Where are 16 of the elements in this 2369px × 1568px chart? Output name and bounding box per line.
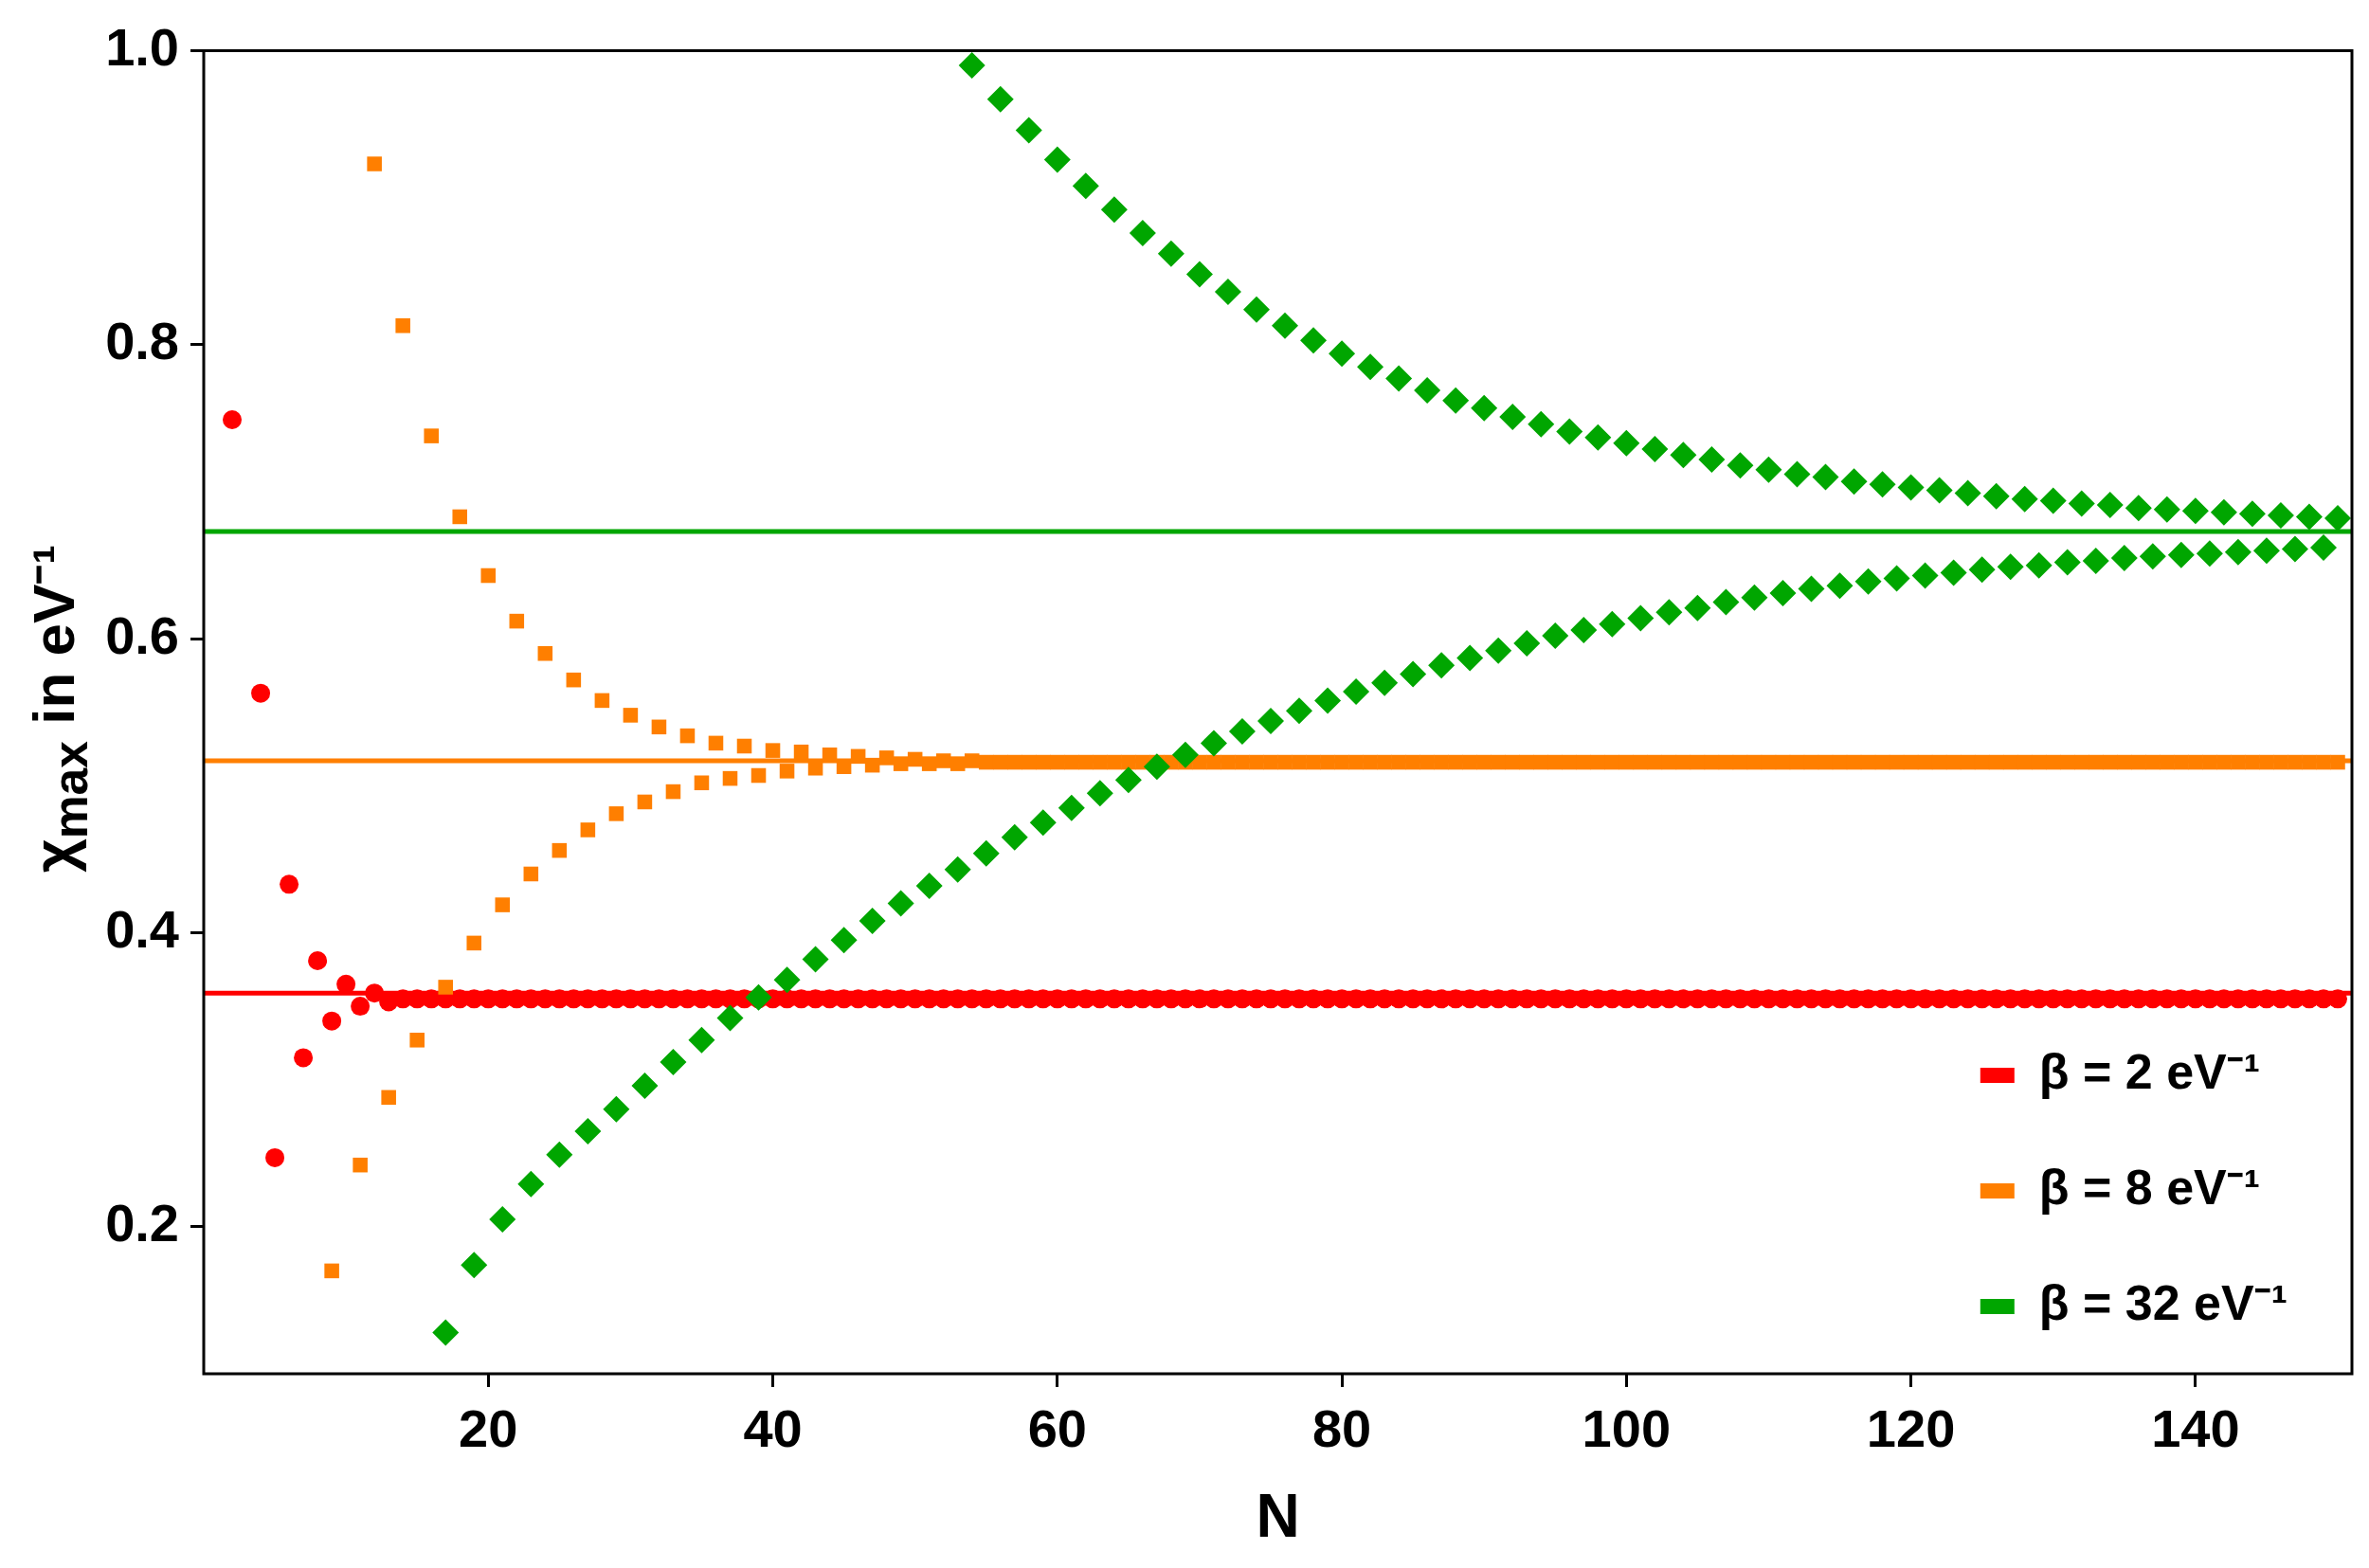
x-tick-label: 60	[1027, 1398, 1087, 1459]
x-tick-label: 100	[1582, 1398, 1672, 1459]
legend-label: β = 32 eV⁻¹	[2038, 1275, 2288, 1331]
y-tick-label: 0.2	[105, 1193, 179, 1253]
y-tick-label: 0.8	[105, 311, 179, 371]
x-tick-label: 80	[1311, 1398, 1372, 1459]
x-tick-label: 140	[2151, 1398, 2240, 1459]
x-tick-label: 20	[459, 1398, 518, 1459]
x-axis-title: N	[1256, 1482, 1300, 1551]
y-tick-label: 0.4	[105, 898, 179, 959]
y-tick-label: 1.0	[105, 17, 179, 78]
x-tick-label: 40	[743, 1398, 803, 1459]
legend-label: β = 2 eV⁻¹	[2038, 1044, 2261, 1100]
x-tick-label: 120	[1866, 1398, 1956, 1459]
legend-label: β = 8 eV⁻¹	[2038, 1160, 2261, 1216]
y-tick-label: 0.6	[105, 604, 179, 665]
